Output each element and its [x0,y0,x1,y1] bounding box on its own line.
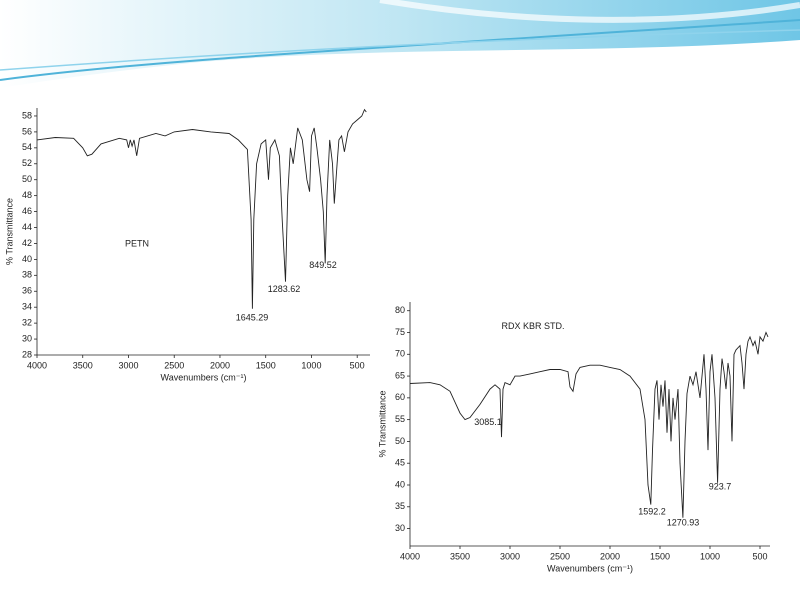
y-tick-label: 80 [395,305,405,315]
x-tick-label: 3000 [500,551,520,561]
y-tick-label: 50 [22,174,32,184]
x-axis-label: Wavenumbers (cm⁻¹) [161,372,247,382]
y-tick-label: 65 [395,370,405,380]
y-tick-label: 40 [395,479,405,489]
annotation: RDX KBR STD. [501,321,564,331]
y-tick-label: 46 [22,206,32,216]
y-tick-label: 34 [22,302,32,312]
y-tick-label: 56 [22,126,32,136]
annotation: 1270.93 [667,517,700,527]
y-tick-label: 50 [395,436,405,446]
y-tick-label: 32 [22,318,32,328]
spectrum-line [36,108,367,309]
annotation: 849.52 [309,260,337,270]
y-axis-label: % Transmittance [4,198,14,265]
x-tick-label: 3500 [73,360,93,370]
x-tick-label: 1000 [301,360,321,370]
x-tick-label: 2000 [210,360,230,370]
x-tick-label: 2500 [164,360,184,370]
y-tick-label: 35 [395,501,405,511]
y-tick-label: 75 [395,327,405,337]
chart-panel [375,298,775,570]
y-tick-label: 42 [22,238,32,248]
y-tick-label: 55 [395,414,405,424]
y-axis-label: % Transmittance [377,390,387,457]
x-tick-label: 4000 [27,360,47,370]
y-tick-label: 45 [395,458,405,468]
x-tick-label: 1500 [256,360,276,370]
x-tick-label: 3000 [118,360,138,370]
y-tick-label: 70 [395,349,405,359]
x-tick-label: 500 [350,360,365,370]
annotation: PETN [125,239,149,249]
y-tick-label: 58 [22,110,32,120]
x-tick-label: 1000 [700,551,720,561]
y-tick-label: 48 [22,190,32,200]
y-tick-label: 40 [22,254,32,264]
x-axis-label: Wavenumbers (cm⁻¹) [547,563,633,573]
y-tick-label: 36 [22,286,32,296]
y-tick-label: 30 [395,523,405,533]
y-tick-label: 38 [22,270,32,280]
x-tick-label: 4000 [400,551,420,561]
x-tick-label: 3500 [450,551,470,561]
annotation: 3085.1 [474,417,502,427]
y-tick-label: 54 [22,142,32,152]
annotation: 923.7 [709,482,732,492]
chart-panel [0,97,380,387]
x-tick-label: 2000 [600,551,620,561]
annotation: 1283.62 [268,284,301,294]
y-tick-label: 52 [22,158,32,168]
x-tick-label: 1500 [650,551,670,561]
y-tick-label: 30 [22,333,32,343]
x-tick-label: 500 [752,551,767,561]
y-tick-label: 44 [22,222,32,232]
annotation: 1592.2 [638,506,666,516]
y-tick-label: 28 [22,349,32,359]
spectrum-line [409,331,769,518]
annotation: 1645.29 [236,313,269,323]
header-waves [0,0,800,88]
y-tick-label: 60 [395,392,405,402]
x-tick-label: 2500 [550,551,570,561]
